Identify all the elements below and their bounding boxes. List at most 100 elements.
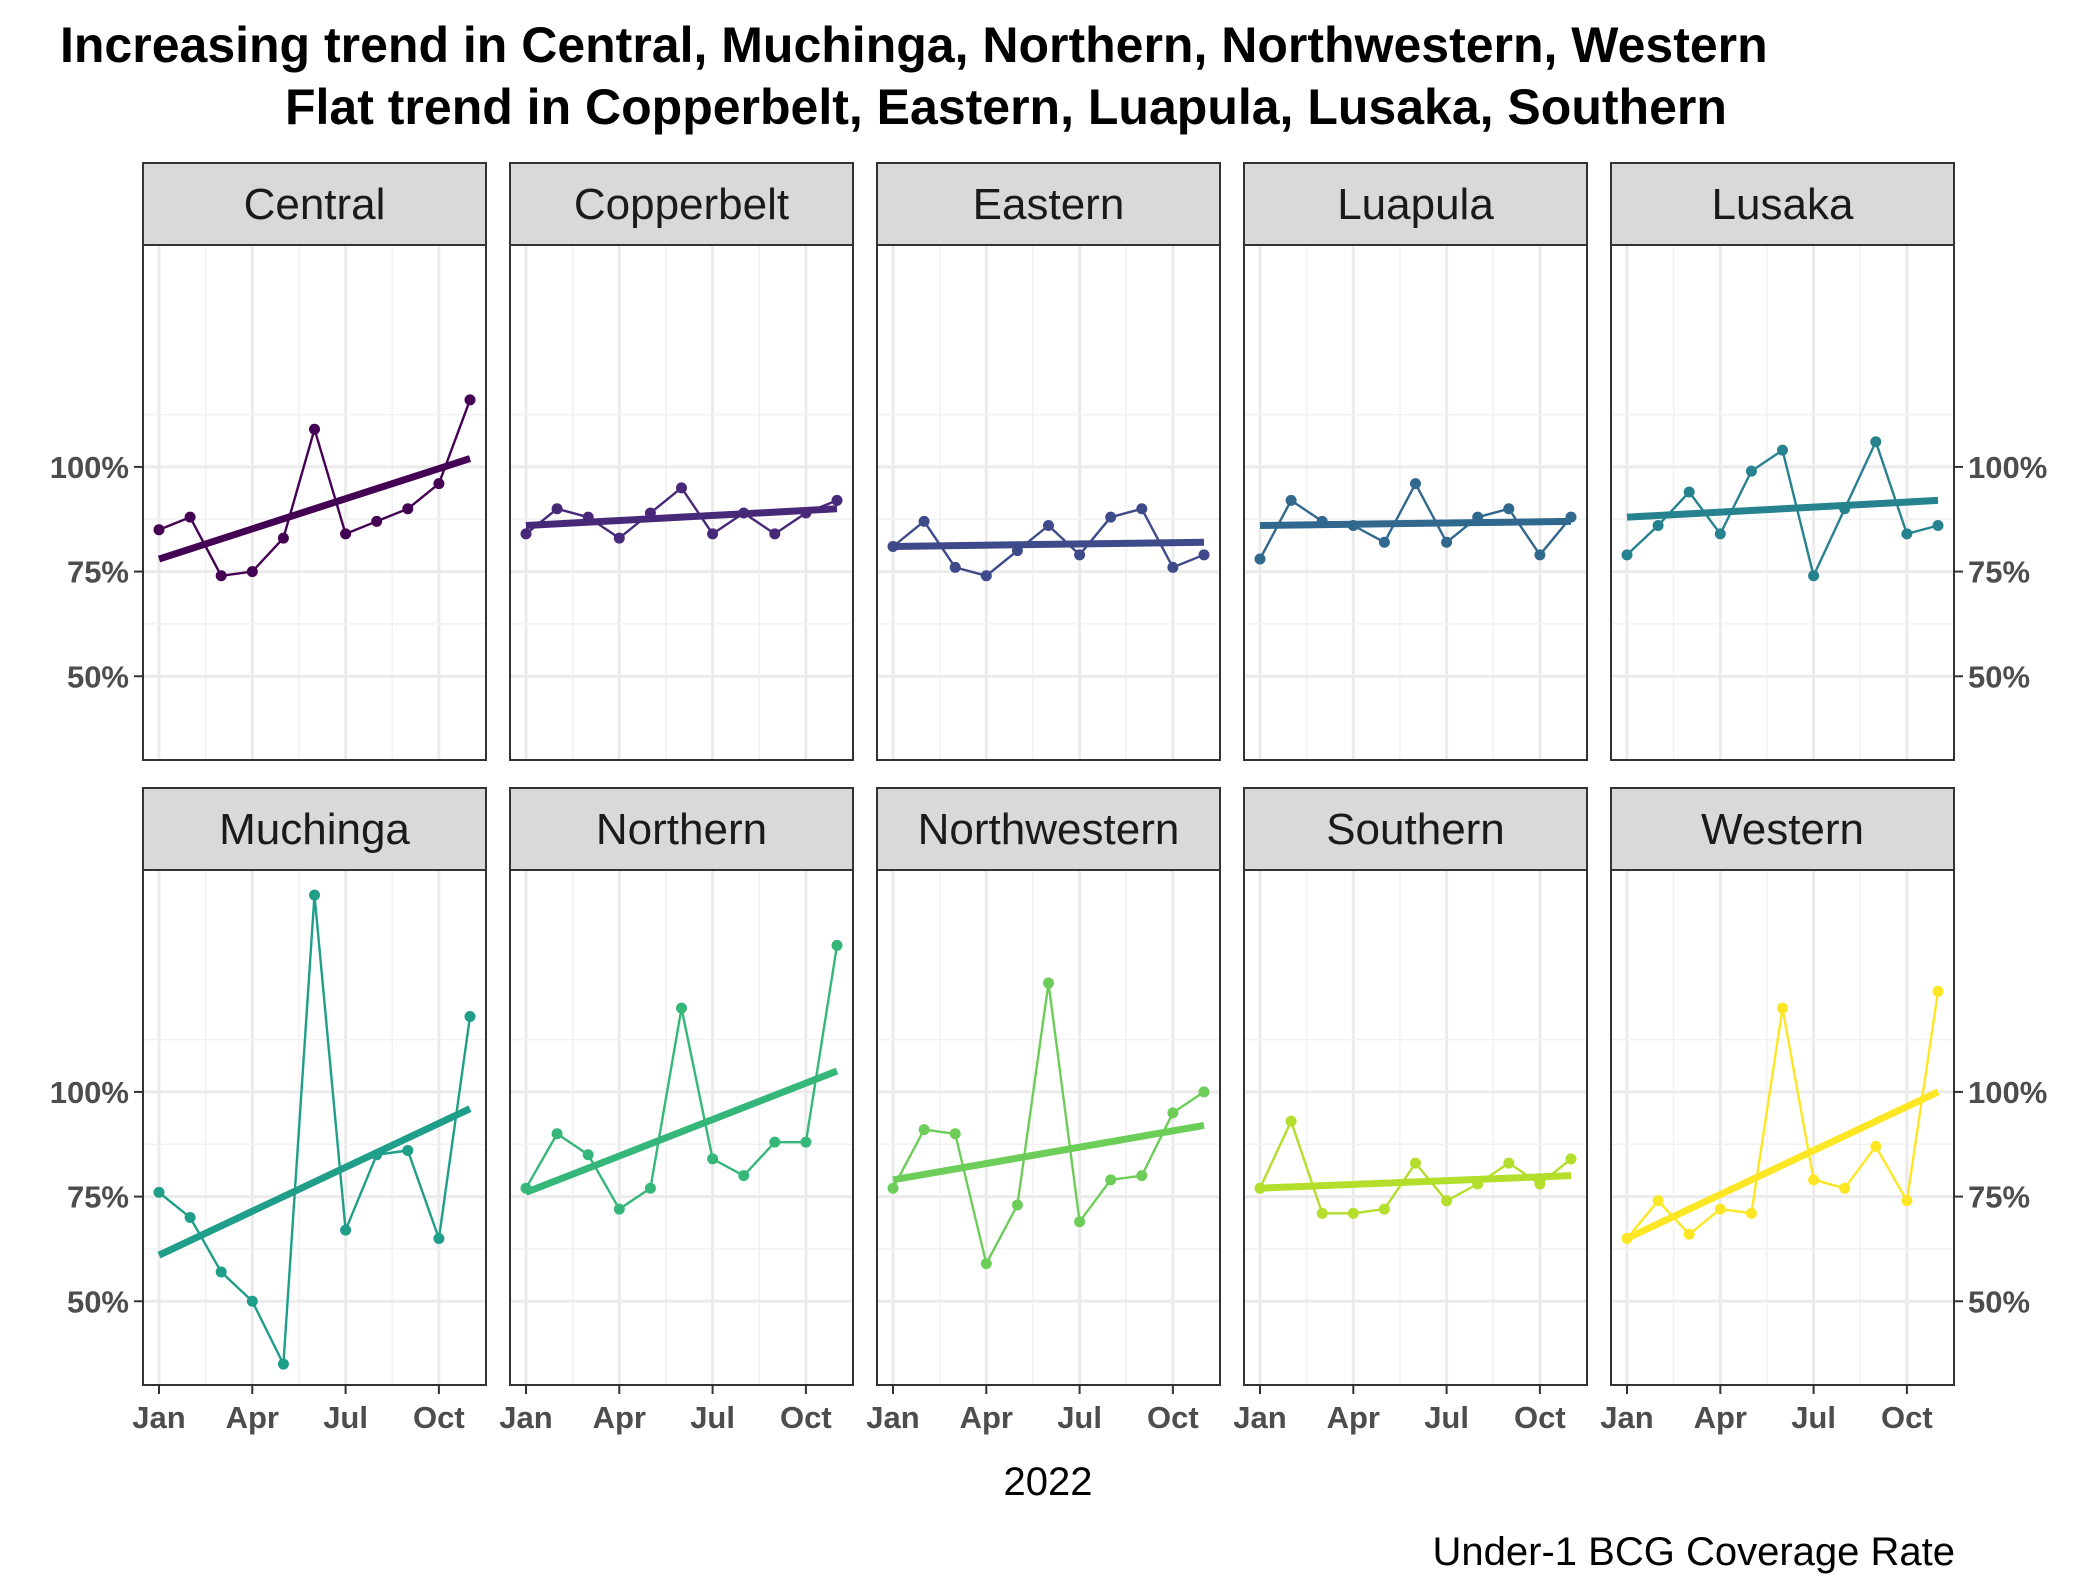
data-point-western-3 <box>1714 1203 1726 1215</box>
chart-title-line-1: Increasing trend in Central, Muchinga, N… <box>60 17 1768 73</box>
data-point-southern-6 <box>1441 1195 1453 1207</box>
data-point-northwestern-0 <box>887 1182 899 1194</box>
y-tick-label-left: 100% <box>50 1075 129 1110</box>
chart-title-line-2: Flat trend in Copperbelt, Eastern, Luapu… <box>285 79 1727 135</box>
trend-line-luapula <box>1259 517 1572 530</box>
data-point-northwestern-1 <box>918 1124 930 1136</box>
data-point-lusaka-8 <box>1870 436 1882 448</box>
strip-western <box>1610 787 1955 871</box>
data-point-southern-9 <box>1534 1178 1546 1190</box>
data-point-lusaka-7 <box>1839 503 1851 515</box>
data-point-northwestern-9 <box>1167 1107 1179 1119</box>
panel-central: Central <box>142 162 487 761</box>
x-tick-label: Apr <box>1327 1400 1380 1435</box>
trend-line-lusaka <box>1626 496 1939 521</box>
data-point-northern-10 <box>831 939 843 951</box>
panel-background <box>143 245 486 760</box>
data-point-lusaka-9 <box>1901 528 1913 540</box>
strip-label-lusaka: Lusaka <box>1712 180 1854 229</box>
x-tick-label: Apr <box>226 1400 279 1435</box>
data-point-muchinga-7 <box>371 1149 383 1161</box>
panel-western: Western <box>1610 787 1955 1386</box>
data-point-northwestern-6 <box>1074 1216 1086 1228</box>
y-tick-label-left: 75% <box>67 555 129 590</box>
panel-background <box>877 245 1220 760</box>
data-point-central-3 <box>246 566 258 578</box>
data-point-muchinga-8 <box>402 1145 414 1157</box>
data-point-muchinga-3 <box>246 1295 258 1307</box>
y-axes: 50% 50% 75% 75% 100% 100% 50% 50% 75% 75% 100% 100% <box>50 450 2048 1319</box>
panel-border <box>142 869 487 1386</box>
data-point-luapula-4 <box>1378 536 1390 548</box>
strip-copperbelt <box>509 162 854 246</box>
data-point-central-1 <box>184 511 196 523</box>
strip-northwestern <box>876 787 1221 871</box>
strip-label-luapula: Luapula <box>1337 180 1494 229</box>
data-point-eastern-7 <box>1105 511 1117 523</box>
y-tick-label-left: 50% <box>67 659 129 694</box>
data-point-southern-0 <box>1254 1182 1266 1194</box>
trend-line-northwestern <box>892 1121 1205 1184</box>
x-tick-label: Jan <box>1233 1400 1286 1435</box>
trend-line-muchinga <box>157 1105 472 1259</box>
data-point-northern-6 <box>707 1153 719 1165</box>
y-tick-label-right: 50% <box>1968 1284 2030 1319</box>
data-point-northern-8 <box>769 1136 781 1148</box>
panel-northwestern: Northwestern <box>876 787 1221 1386</box>
data-point-central-5 <box>309 423 320 435</box>
strip-label-northern: Northern <box>596 805 767 854</box>
data-point-western-10 <box>1932 985 1944 997</box>
panel-border <box>876 869 1221 1386</box>
panel-copperbelt: Copperbelt <box>509 162 854 761</box>
strip-southern <box>1243 787 1588 871</box>
data-point-eastern-8 <box>1136 503 1148 515</box>
panel-background <box>1611 870 1954 1385</box>
trend-line-central <box>157 455 472 563</box>
data-point-southern-2 <box>1316 1207 1328 1219</box>
x-tick-label: Oct <box>780 1400 832 1435</box>
trend-line-southern <box>1259 1172 1572 1192</box>
data-point-copperbelt-5 <box>676 482 687 494</box>
x-tick-label: Jan <box>132 1400 185 1435</box>
y-tick-label-right: 75% <box>1968 555 2030 590</box>
data-point-lusaka-3 <box>1714 528 1726 540</box>
data-point-eastern-0 <box>887 540 899 552</box>
data-point-lusaka-10 <box>1932 520 1944 532</box>
x-tick-label: Oct <box>1881 1400 1933 1435</box>
data-point-copperbelt-10 <box>831 494 843 506</box>
data-point-lusaka-5 <box>1777 444 1788 456</box>
data-point-northern-2 <box>582 1149 594 1161</box>
data-point-western-4 <box>1745 1207 1757 1219</box>
panel-luapula: Luapula <box>1243 162 1588 761</box>
panel-background <box>877 870 1220 1385</box>
data-point-eastern-10 <box>1198 549 1210 561</box>
data-point-central-7 <box>371 515 383 527</box>
data-point-copperbelt-9 <box>800 507 812 519</box>
data-point-northwestern-10 <box>1198 1086 1210 1098</box>
x-tick-label: Oct <box>1514 1400 1566 1435</box>
data-point-luapula-1 <box>1285 494 1297 506</box>
x-tick-label: Apr <box>593 1400 646 1435</box>
data-point-lusaka-1 <box>1652 520 1664 532</box>
data-point-muchinga-0 <box>153 1186 165 1198</box>
data-point-southern-3 <box>1347 1207 1359 1219</box>
data-point-northwestern-3 <box>980 1258 992 1270</box>
panel-background <box>510 870 853 1385</box>
data-point-northwestern-5 <box>1043 977 1054 989</box>
data-point-southern-1 <box>1285 1115 1297 1127</box>
data-point-central-4 <box>277 532 289 544</box>
data-point-copperbelt-8 <box>769 528 781 540</box>
trend-line-eastern <box>892 538 1205 550</box>
x-tick-label: Oct <box>413 1400 465 1435</box>
facet-panels: Central Copperbelt Eastern Luapula Lusaka Muc… <box>142 162 1955 1386</box>
x-tick-label: Apr <box>960 1400 1013 1435</box>
panel-eastern: Eastern <box>876 162 1221 761</box>
y-tick-label-left: 100% <box>50 450 129 485</box>
x-tick-label: Jan <box>499 1400 552 1435</box>
x-tick-label: Jul <box>323 1400 368 1435</box>
data-point-northwestern-8 <box>1136 1170 1148 1182</box>
data-point-western-6 <box>1808 1174 1820 1186</box>
x-tick-label: Apr <box>1694 1400 1747 1435</box>
strip-label-northwestern: Northwestern <box>918 805 1180 854</box>
